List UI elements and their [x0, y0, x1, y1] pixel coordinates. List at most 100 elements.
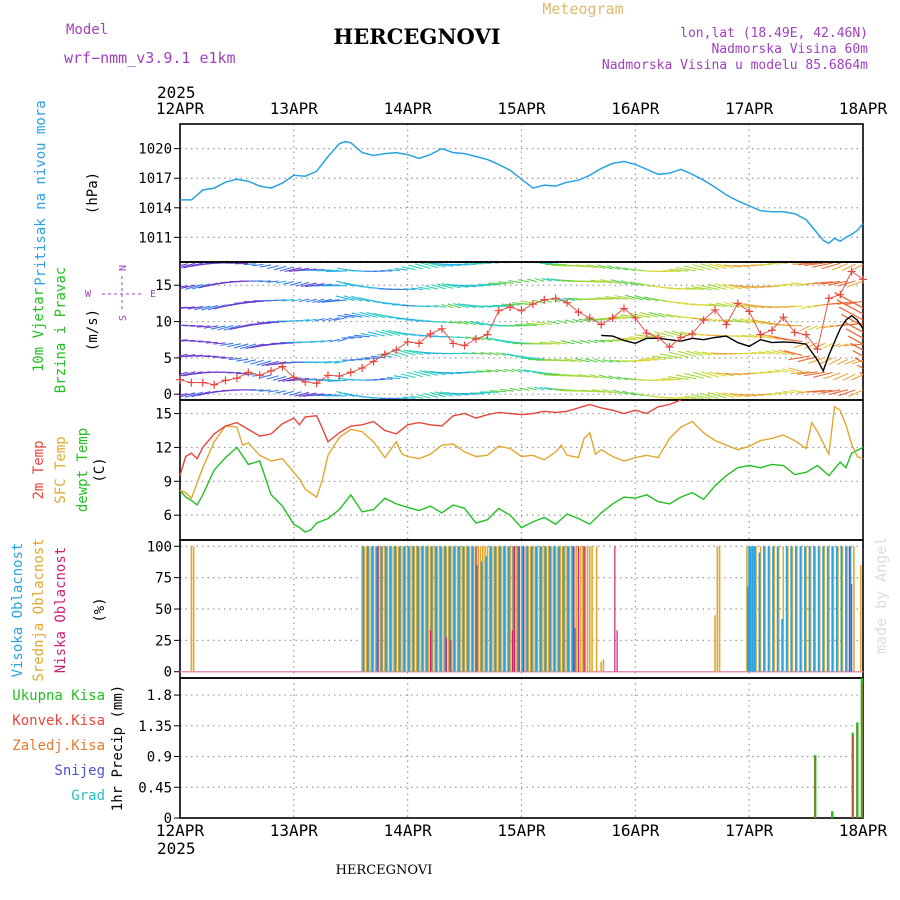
wind-gust-mark [380, 350, 389, 359]
wind-gust-mark [847, 267, 856, 276]
high-cloud-bar [822, 546, 825, 672]
wind-barb [463, 320, 477, 326]
high-cloud-bar [435, 546, 438, 672]
wind-barb [667, 376, 689, 380]
wind-barb [180, 339, 188, 341]
wind-gust-mark [471, 334, 480, 343]
high-cloud-bar [362, 546, 365, 672]
mid-cloud-bar [837, 546, 839, 672]
wind-barb [267, 389, 279, 393]
wind-gust-mark [540, 295, 549, 304]
high-cloud-bar [389, 546, 392, 672]
mid-cloud-bar [470, 546, 473, 672]
date-tick-bottom: 13APR [270, 821, 319, 840]
temp-unit-label: (C) [92, 457, 108, 482]
wind-barb [594, 339, 606, 343]
wind-barb [395, 397, 408, 399]
wind-barb [625, 294, 644, 301]
wind-barb [300, 282, 317, 288]
mid-cloud-bar [823, 546, 826, 672]
mid-cloud-bar [568, 546, 571, 672]
convective-rain-bar [814, 756, 816, 818]
high-cloud-bar [448, 546, 451, 672]
wind-barb [848, 389, 863, 398]
high-cloud-bar [748, 546, 751, 672]
high-cloud-bar [831, 546, 834, 672]
mid-cloud-bar [395, 546, 398, 672]
mid-cloud-bar [796, 546, 798, 672]
wind-gust-mark [289, 373, 298, 382]
wind-barb [256, 360, 272, 366]
model-altitude-label: Nadmorska Visina u modelu 85.6864m [602, 58, 868, 73]
wind-barb [413, 370, 431, 377]
wind-barb [694, 350, 712, 356]
wind-barb [329, 338, 340, 343]
wind-barb [495, 368, 507, 373]
wind-barb [828, 389, 848, 396]
mid-cloud-bar [390, 546, 393, 672]
wind-gust-mark [824, 294, 833, 303]
wind-gust-mark [836, 290, 845, 299]
compass-w-label: W [85, 289, 92, 300]
mid-cloud-bar [361, 546, 363, 672]
wind-barb [838, 306, 863, 321]
wind-barb [621, 280, 636, 286]
wind-gust-mark [323, 371, 332, 380]
wind-barb [436, 283, 454, 289]
y-tick-label: 1017 [138, 171, 172, 187]
wind-gust-mark [802, 330, 811, 339]
date-tick-top: 14APR [384, 99, 433, 118]
mid-cloud-bar [579, 546, 582, 672]
wind-barb [327, 379, 347, 382]
wind-speed-line [601, 314, 864, 373]
mid-cloud-bar [443, 546, 445, 672]
mid-cloud-bar [365, 546, 368, 672]
low-cloud-bar [583, 546, 585, 672]
wind-barb [747, 394, 765, 396]
wind-barb [192, 283, 211, 290]
wind-barb [622, 390, 636, 396]
mid-cloud-bar [805, 546, 807, 672]
wind-barb [367, 331, 386, 337]
high-cloud-bar [535, 546, 538, 672]
high-cloud-bar [385, 546, 387, 672]
wind-barb [748, 334, 765, 339]
wind-barb [767, 370, 780, 373]
wind-barb [668, 268, 689, 272]
wind-barb [322, 317, 332, 322]
wind-barb [782, 283, 795, 286]
high-cloud-bar [785, 546, 788, 672]
wind-barb [298, 298, 310, 303]
wind-barb [804, 342, 818, 349]
y-tick-label: 1011 [138, 230, 172, 246]
wind-barb [180, 353, 188, 357]
high-cloud-bar [439, 546, 442, 672]
wind-barb [489, 390, 507, 393]
wind-barb [729, 284, 750, 290]
high-cloud-bar [407, 546, 410, 672]
mid-cloud-bar [809, 546, 812, 672]
high-cloud-bar [808, 546, 811, 672]
wind-barb [584, 318, 598, 322]
wind-gust-mark [517, 306, 526, 315]
wind-barb [267, 280, 279, 283]
y-tick-label: 0 [164, 811, 172, 827]
wind-barb [305, 283, 325, 288]
mid-cloud-bar [411, 546, 414, 672]
wind-barb [729, 392, 750, 398]
wind-barb [620, 314, 643, 319]
mid-cloud-bar [584, 546, 587, 672]
wind-barb [511, 368, 522, 373]
panel-temperature: 6 9 12 15 [155, 399, 864, 541]
panel-frame [179, 677, 864, 819]
wind-barb [180, 392, 196, 398]
footer-title: HERCEGNOVI [336, 863, 433, 878]
mid-cloud-bar [561, 546, 564, 672]
date-tick-top: 18APR [839, 99, 888, 118]
high-cloud-bar [567, 546, 570, 672]
wind-barb [397, 349, 416, 356]
wind-barb [351, 295, 370, 303]
wind-barb [258, 280, 272, 283]
wind-barb [381, 329, 401, 336]
wind-barb [223, 324, 241, 331]
